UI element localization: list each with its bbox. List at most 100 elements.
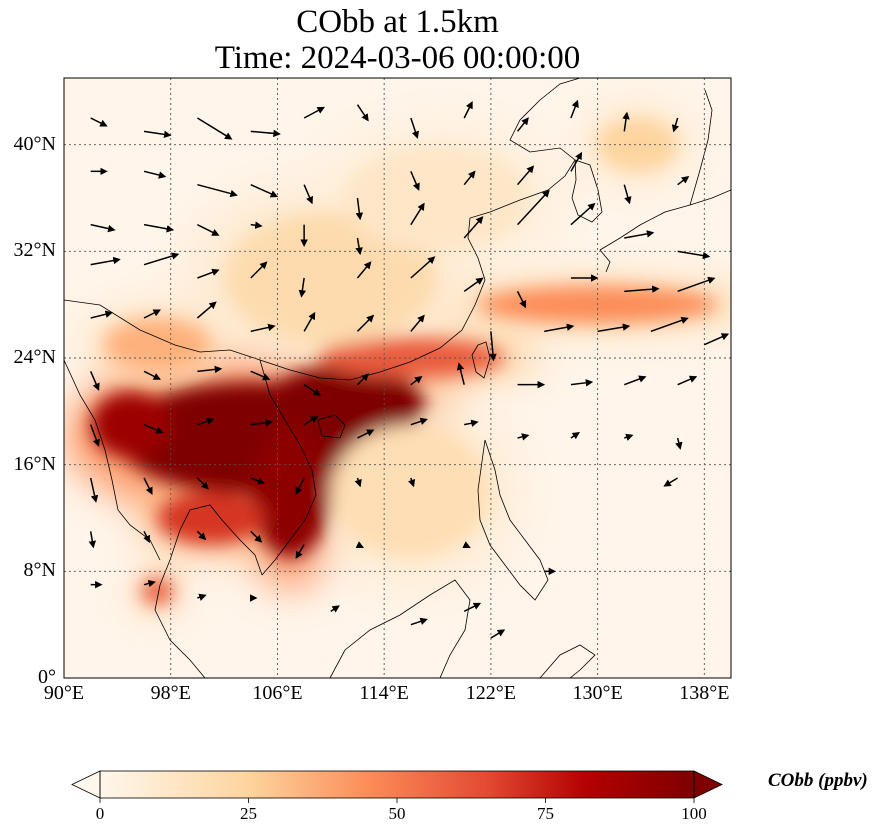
wind-arrow [671, 117, 680, 133]
latitude-tick-label: 24°N [13, 346, 56, 368]
wind-arrow [90, 310, 113, 319]
wind-arrow [623, 184, 632, 205]
wind-arrow [250, 419, 274, 427]
coastline-taiwan [471, 341, 491, 379]
wind-arrow [303, 184, 314, 205]
colorbar-label: CObb (ppbv) [768, 770, 868, 791]
plume-japan-streak [597, 118, 678, 172]
wind-arrow [517, 189, 550, 226]
wind-arrow [298, 277, 307, 298]
wind-arrow [88, 531, 96, 549]
wind-arrow [303, 311, 316, 332]
wind-arrow [196, 301, 217, 319]
wind-arrow [90, 223, 116, 233]
wind-arrow [356, 373, 369, 386]
wind-arrow [462, 541, 471, 548]
wind-arrow [357, 429, 375, 439]
wind-arrow [250, 183, 279, 198]
wind-arrow [303, 416, 319, 426]
coastline-china [64, 78, 581, 381]
wind-arrow [570, 202, 596, 226]
wind-arrow [143, 309, 161, 319]
longitude-tick-label: 122°E [465, 682, 516, 704]
coastline-korea [571, 159, 603, 223]
map-title: CObb at 1.5km [296, 4, 499, 40]
wind-arrow [597, 323, 631, 333]
plume-thailand-band [157, 491, 265, 545]
wind-arrow [570, 99, 579, 119]
wind-arrow [250, 530, 263, 543]
wind-arrow [356, 104, 369, 122]
wind-arrow [463, 216, 484, 239]
wind-arrow [90, 256, 121, 266]
wind-arrow [677, 250, 711, 260]
wind-arrow [624, 433, 634, 441]
wind-arrow [295, 544, 305, 559]
wind-arrow [303, 106, 325, 119]
coastline-philippines [477, 439, 549, 601]
wind-arrow [143, 477, 153, 495]
latitude-tick-label: 0° [38, 666, 56, 688]
wind-arrow [570, 431, 580, 440]
wind-arrow [677, 276, 716, 293]
latitude-tick-label: 8°N [23, 559, 56, 582]
wind-arrow [544, 323, 575, 333]
wind-arrow [354, 477, 362, 488]
wind-arrow [197, 365, 223, 374]
plume-scs-haze [330, 424, 491, 558]
plume-myanmar-patch [90, 391, 171, 458]
wind-arrow [463, 602, 482, 613]
wind-arrow [250, 221, 263, 229]
wind-arrow [89, 424, 100, 447]
wind-arrow [196, 477, 209, 490]
colorbar-tick-label: 75 [537, 804, 554, 823]
colorbar-tick-label: 0 [95, 804, 105, 823]
wind-arrow [624, 375, 647, 386]
longitude-tick-label: 90°E [43, 682, 85, 704]
wind-arrow [410, 202, 425, 226]
wind-arrow [250, 323, 276, 333]
colorbar-tick-label: 25 [240, 804, 257, 823]
wind-arrow [89, 477, 99, 503]
wind-arrow [355, 237, 363, 256]
wind-arrow [516, 165, 535, 186]
plume-vietnam-core [250, 424, 331, 558]
wind-vectors [88, 99, 730, 639]
wind-arrow [407, 477, 416, 488]
wind-arrow [295, 477, 305, 495]
wind-arrow [143, 130, 172, 139]
longitude-tick-label: 130°E [572, 682, 623, 704]
map-frame [63, 77, 732, 679]
wind-arrow [143, 530, 150, 544]
wind-arrow [410, 256, 436, 279]
wind-arrow [464, 419, 479, 427]
wind-arrow [355, 541, 365, 548]
wind-arrow [143, 170, 167, 179]
wind-arrow [410, 314, 425, 332]
wind-arrow [570, 379, 594, 387]
wind-arrow [410, 117, 420, 139]
colorbar [71, 770, 723, 803]
wind-arrow [463, 170, 476, 186]
colorbar-gradient [100, 771, 694, 798]
wind-arrow [330, 605, 340, 613]
plume-yunnan-haze [104, 318, 211, 372]
wind-arrow [517, 433, 530, 441]
wind-arrow [624, 230, 655, 239]
latitude-tick-label: 40°N [13, 132, 56, 155]
wind-arrow [250, 261, 268, 279]
map-time: Time: 2024-03-06 00:00:00 [214, 40, 581, 76]
coastline-hainan [317, 414, 346, 439]
coastlines [64, 78, 731, 678]
wind-arrow [90, 117, 108, 127]
wind-arrow [197, 183, 238, 198]
wind-arrow [463, 277, 484, 292]
wind-arrow [143, 423, 164, 434]
longitude-tick-label: 98°E [150, 682, 191, 704]
wind-arrow [143, 223, 175, 233]
wind-arrow [356, 314, 375, 332]
wind-arrow [704, 333, 730, 346]
wind-arrow [196, 530, 207, 541]
coastline-sulawesi [539, 644, 596, 678]
